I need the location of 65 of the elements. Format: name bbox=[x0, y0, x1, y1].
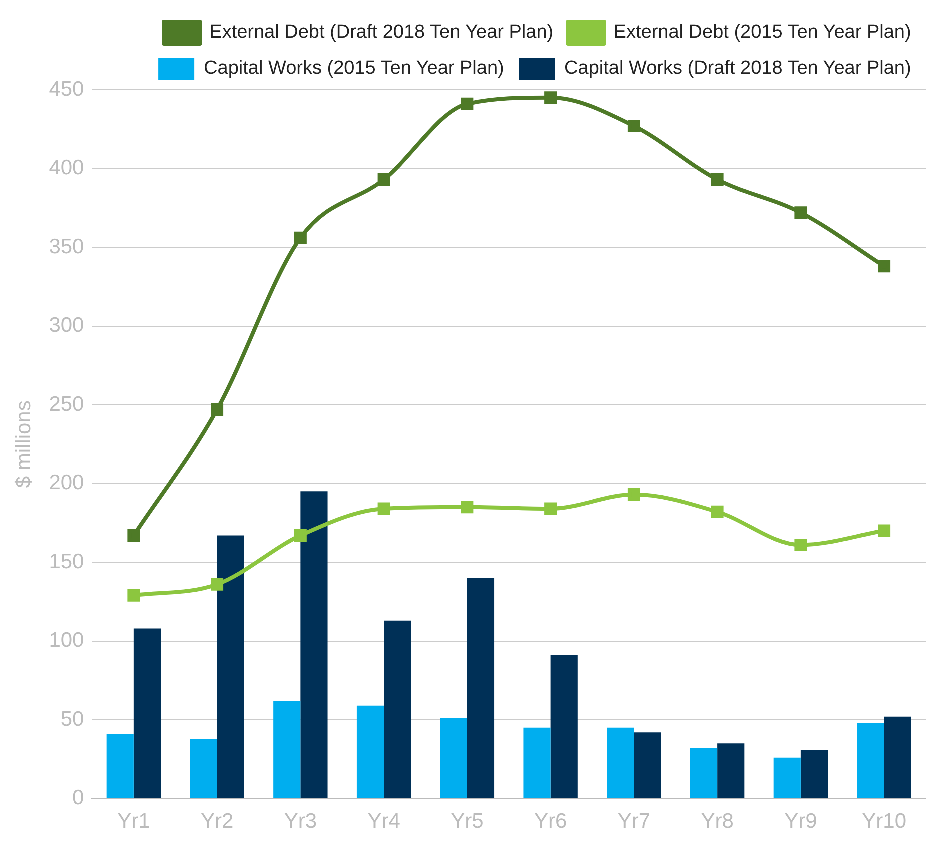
x-tick-label: Yr3 bbox=[284, 810, 318, 834]
bar bbox=[134, 628, 162, 798]
point bbox=[794, 538, 808, 552]
point bbox=[294, 530, 307, 542]
legend-label: Capital Works (2015 Ten Year Plan) bbox=[204, 58, 504, 80]
point bbox=[211, 578, 224, 591]
y-tick-label: 50 bbox=[60, 708, 84, 731]
point bbox=[628, 488, 640, 502]
bar bbox=[356, 706, 384, 798]
legend-label: Capital Works (Draft 2018 Ten Year Plan) bbox=[564, 58, 912, 80]
x-tick-label: Yr7 bbox=[618, 810, 651, 834]
point bbox=[711, 174, 724, 186]
bar bbox=[524, 728, 551, 798]
y-tick-label: 300 bbox=[49, 314, 84, 338]
x-tick-label: Yr6 bbox=[534, 810, 568, 834]
point bbox=[378, 174, 390, 186]
point bbox=[461, 501, 474, 514]
point bbox=[878, 524, 891, 538]
bar bbox=[384, 620, 412, 798]
bar bbox=[607, 728, 634, 798]
legend-label: External Debt (2015 Ten Year Plan) bbox=[614, 22, 912, 44]
point bbox=[544, 92, 558, 104]
y-tick-label: 200 bbox=[49, 472, 84, 495]
bar bbox=[690, 748, 718, 798]
y-tick-label: 350 bbox=[49, 235, 84, 258]
bar bbox=[467, 578, 495, 798]
point bbox=[294, 232, 307, 244]
point bbox=[211, 404, 224, 416]
point bbox=[878, 260, 891, 273]
point bbox=[128, 530, 140, 542]
x-tick-label: Yr1 bbox=[118, 810, 150, 834]
legend-label: External Debt (Draft 2018 Ten Year Plan) bbox=[210, 22, 554, 44]
bar bbox=[190, 738, 218, 798]
point bbox=[544, 502, 558, 516]
point bbox=[794, 206, 808, 220]
bar bbox=[274, 701, 301, 798]
y-tick-label: 250 bbox=[49, 392, 84, 416]
y-tick-label: 0 bbox=[72, 786, 84, 810]
x-tick-label: Yr2 bbox=[200, 810, 234, 834]
y-tick-label: 400 bbox=[49, 156, 84, 180]
y-tick-label: 450 bbox=[49, 78, 84, 101]
x-tick-label: Yr8 bbox=[701, 810, 734, 834]
x-tick-label: Yr5 bbox=[451, 810, 484, 834]
bar bbox=[884, 716, 912, 798]
bar bbox=[857, 723, 884, 798]
bar bbox=[440, 718, 468, 798]
point bbox=[378, 502, 390, 516]
point bbox=[628, 120, 640, 132]
y-axis-title: $ millions bbox=[12, 400, 36, 488]
point bbox=[461, 98, 474, 110]
bar bbox=[634, 732, 662, 798]
bar bbox=[718, 744, 745, 798]
x-tick-label: Yr10 bbox=[862, 810, 906, 834]
x-tick-label: Yr4 bbox=[368, 810, 401, 834]
y-tick-label: 150 bbox=[49, 550, 84, 574]
bar bbox=[217, 536, 244, 798]
point bbox=[711, 506, 724, 518]
bar bbox=[106, 734, 134, 798]
point bbox=[128, 589, 140, 602]
x-tick-label: Yr9 bbox=[784, 810, 818, 834]
y-tick-label: 100 bbox=[49, 629, 84, 652]
bar bbox=[300, 492, 328, 798]
bar bbox=[774, 758, 801, 798]
bar bbox=[800, 750, 828, 798]
bar bbox=[550, 655, 578, 798]
